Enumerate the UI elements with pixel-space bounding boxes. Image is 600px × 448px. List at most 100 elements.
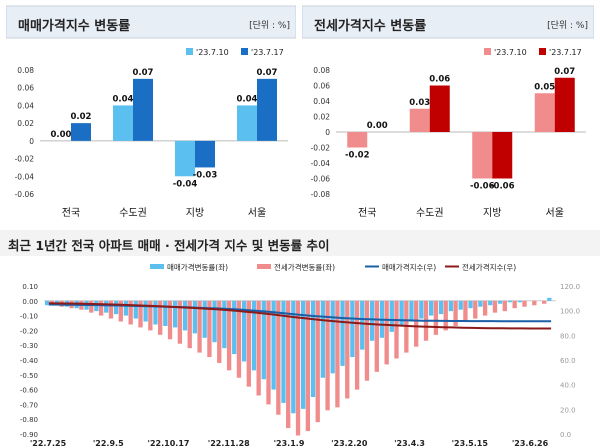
jeonse-rate-bar [128, 300, 133, 325]
trend-x-tick: '23.1.9 [274, 439, 305, 448]
jeonse-title-bar [302, 5, 594, 39]
sale-legend-label: '23.7.10 [196, 48, 229, 57]
jeonse-rate-bar [98, 300, 104, 316]
jeonse-rate-bar [108, 300, 114, 319]
sale-bar [113, 105, 133, 141]
jeonse-change-chart: '23.7.10 '23.7.17 0.08 0.06 0.04 0.02 0 -0.02 -0… [311, 48, 586, 219]
jeonse-value-label: -0.06 [490, 182, 515, 192]
trend-right-tick: 120.0 [560, 283, 580, 291]
jeonse-rate-bar [453, 300, 458, 326]
sale-change-panel: 매매가격지수 변동률 [단위 : %] '23.7.10 '23.7.17 0.08… [6, 4, 296, 222]
sale-bar [175, 140, 195, 177]
trend-x-tick: '22.7.25 [30, 439, 67, 448]
jeonse-rate-bar [266, 300, 271, 405]
sale-category-label: 수도권 [119, 207, 147, 219]
jeonse-rate-bar [148, 300, 153, 331]
sale-rate-bar [330, 300, 335, 374]
sale-rate-bar [261, 300, 266, 380]
trend-x-tick: '23.4.3 [394, 439, 425, 448]
sale-rate-bar [448, 300, 454, 312]
jeonse-category-label: 서울 [546, 207, 564, 219]
sale-rate-bar [310, 300, 316, 397]
sale-category-label: 서울 [248, 207, 266, 219]
sale-rate-bar [143, 300, 148, 322]
trend-left-tick: -0.70 [20, 401, 38, 409]
sale-rate-bar [281, 300, 286, 403]
trend-left-tick: -0.30 [20, 342, 38, 350]
jeonse-ytick: -0.06 [311, 175, 331, 184]
sale-rate-bar [438, 300, 444, 315]
sale-rate-bar [301, 300, 306, 409]
jeonse-rate-bar [197, 300, 202, 353]
jeonse-bar [409, 108, 430, 132]
jeonse-ytick: -0.08 [311, 190, 331, 199]
sale-rate-bar [517, 300, 522, 303]
sale-rate-bar [340, 300, 345, 366]
jeonse-rate-bar [256, 300, 261, 396]
jeonse-rate-bar [325, 300, 330, 411]
jeonse-rate-bar [177, 300, 183, 344]
trend-panel: 최근 1년간 전국 아파트 매매 · 전세가격 지수 및 변동률 추이 매매가격… [0, 228, 600, 448]
trend-legend-label: 매매가격지수(우) [382, 262, 436, 272]
jeonse-ytick: 0.06 [313, 82, 330, 91]
sale-rate-bar [241, 300, 247, 362]
sale-ytick: 0.06 [17, 84, 34, 93]
trend-x-tick: '22.11.28 [208, 439, 250, 448]
sale-value-label: -0.04 [173, 179, 198, 189]
trend-x-tick: '23.2.20 [331, 439, 368, 448]
jeonse-rate-bar [522, 300, 527, 307]
sale-value-label: 0.04 [113, 94, 134, 104]
sale-rate-bar [173, 300, 178, 328]
jeonse-category-label: 전국 [358, 207, 376, 219]
jeonse-bar [534, 93, 555, 132]
jeonse-rate-bar [246, 300, 251, 387]
sale-rate-bar [192, 300, 198, 334]
jeonse-value-label: 0.06 [429, 75, 450, 85]
jeonse-rate-bar [364, 300, 370, 381]
sale-bar [257, 78, 277, 141]
jeonse-bar [347, 132, 368, 148]
trend-legend-swatch [150, 264, 164, 269]
trend-x-tick: '23.6.26 [512, 439, 549, 448]
jeonse-bar [492, 132, 513, 179]
trend-left-tick: -0.60 [20, 387, 38, 395]
sale-rate-bar [488, 300, 493, 306]
sale-value-label: -0.03 [193, 170, 218, 180]
jeonse-rate-bar [315, 300, 320, 423]
sale-rate-bar [271, 300, 276, 390]
trend-legend-swatch [257, 264, 271, 269]
sale-rate-bar [222, 300, 227, 349]
jeonse-ytick: -0.02 [311, 144, 331, 153]
jeonse-rate-bar [414, 300, 419, 347]
trend-left-tick: -0.90 [20, 431, 38, 439]
sale-rate-bar [153, 300, 158, 325]
sale-rate-bar [104, 300, 109, 313]
jeonse-rate-bar [354, 300, 360, 390]
trend-legend-label: 전세가격변동률(좌) [274, 262, 335, 272]
sale-value-label: 0.04 [237, 94, 258, 104]
sale-rate-bar [399, 300, 404, 326]
sale-rate-bar [251, 300, 257, 371]
trend-right-tick: 0.0 [560, 431, 571, 439]
sale-rate-bar [163, 300, 168, 326]
sale-legend-swatch [186, 48, 193, 55]
sale-title-bar [6, 5, 296, 39]
jeonse-change-panel: 전세가격지수 변동률 [단위 : %] '23.7.10 '23.7.17 0.08… [302, 4, 594, 222]
jeonse-rate-bar [394, 300, 399, 359]
jeonse-ytick: 0.04 [313, 97, 330, 106]
sale-bar [195, 140, 215, 168]
sale-rate-bar [507, 300, 513, 303]
jeonse-rate-bar [295, 300, 301, 436]
sale-category-label: 전국 [62, 207, 80, 219]
jeonse-value-label: 0.00 [367, 121, 388, 131]
jeonse-ytick: -0.04 [311, 159, 331, 168]
sale-bar [237, 105, 257, 141]
jeonse-rate-bar [236, 300, 242, 378]
jeonse-category-label: 수도권 [416, 207, 444, 219]
jeonse-rate-bar [542, 300, 547, 304]
sale-value-label: 0.00 [51, 130, 72, 140]
jeonse-rate-bar [532, 300, 537, 306]
trend-right-tick: 80.0 [560, 332, 576, 340]
sale-ytick: 0 [29, 137, 34, 146]
jeonse-ytick: 0.02 [313, 113, 330, 122]
